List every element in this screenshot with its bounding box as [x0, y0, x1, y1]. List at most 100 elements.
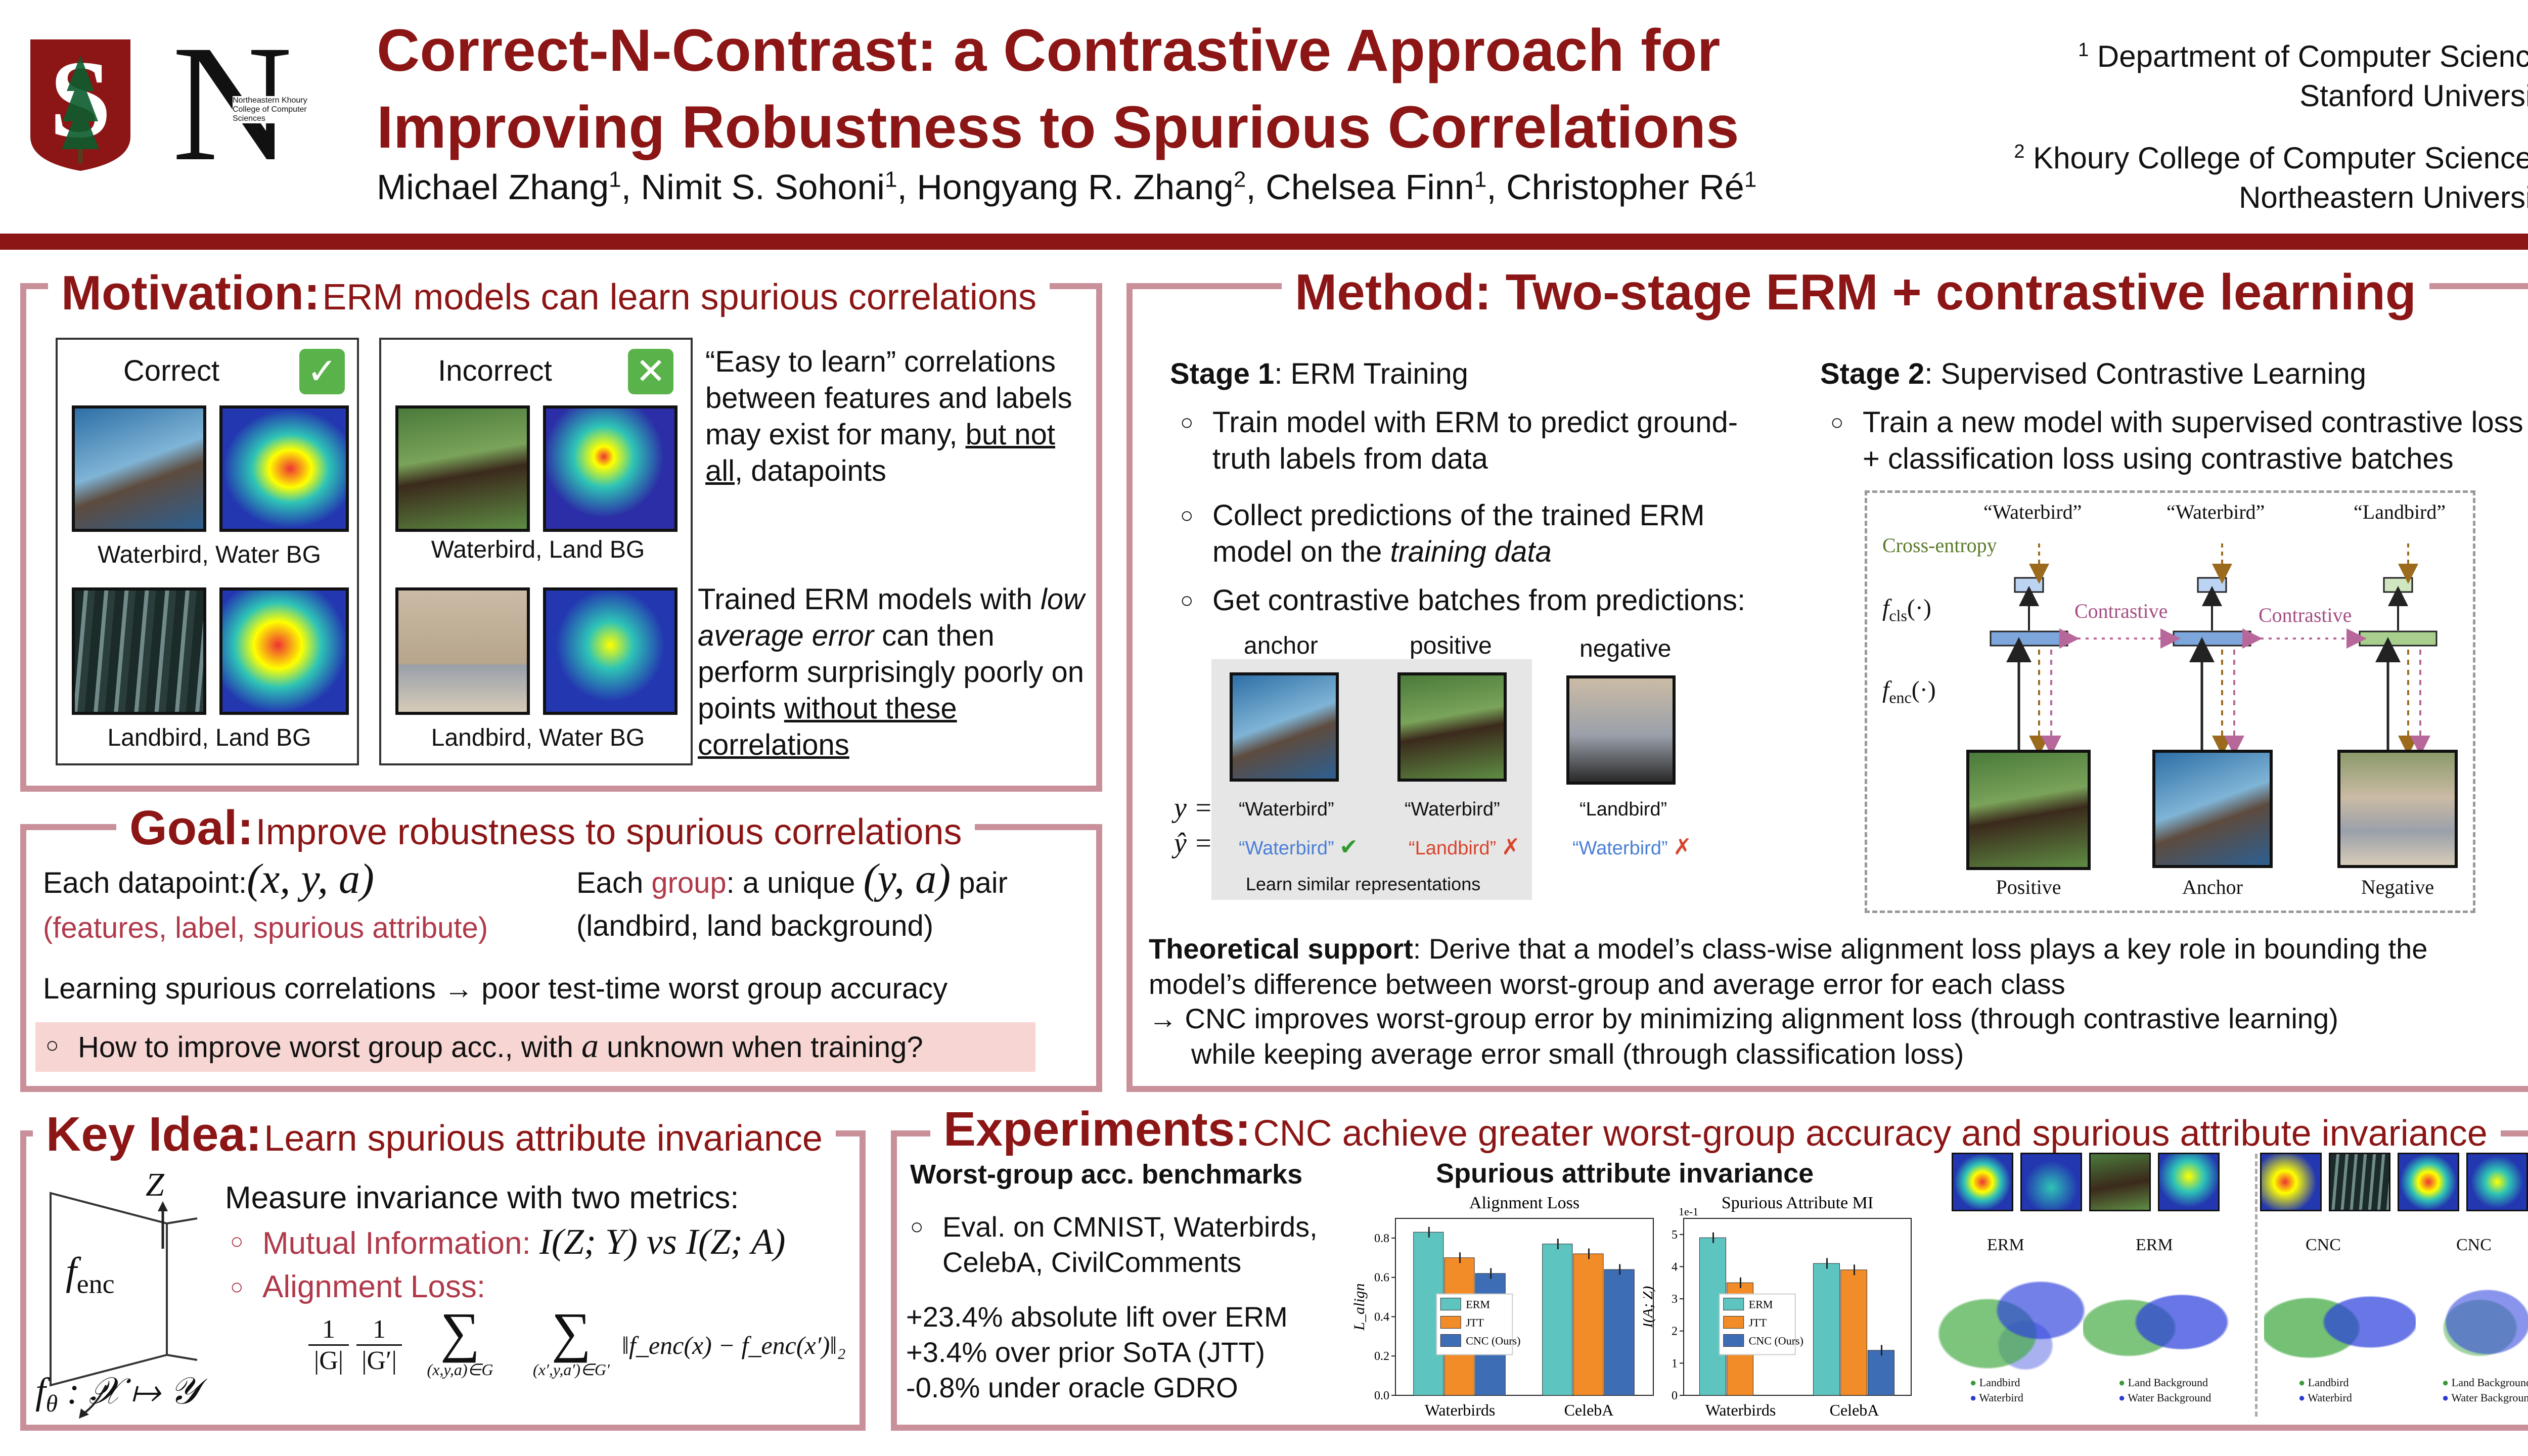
y-axis-label: Î(A; Z): [1643, 1286, 1656, 1328]
ftheta-label: fθ : 𝒳 ↦ 𝒴: [35, 1371, 199, 1417]
keyidea-title: Key Idea:: [46, 1107, 262, 1161]
photo-landbird-water: [395, 587, 530, 715]
northeastern-logo: N Northeastern Khoury College of Compute…: [172, 20, 344, 187]
author-name: Nimit S. Sohoni: [641, 167, 885, 207]
circle-bullet-icon: ○: [46, 1033, 59, 1058]
yhat-value-negative: “Waterbird” ✗: [1572, 835, 1692, 859]
result-lift-jtt: +3.4% over prior SoTA (JTT): [906, 1336, 1266, 1368]
y-tick-label: 0.2: [1374, 1350, 1389, 1363]
legend-label: CNC (Ours): [1749, 1335, 1803, 1347]
heatmap-landbird-water: [543, 587, 678, 715]
encoder-diagram: Z fenc: [30, 1163, 212, 1426]
author-name: Hongyang R. Zhang: [917, 167, 1234, 207]
bar-erm: [1542, 1244, 1573, 1396]
scl-diagram: “Waterbird” “Waterbird” “Landbird” Cross…: [1865, 490, 2475, 913]
caption-landbird-water: Landbird, Water BG: [431, 724, 645, 751]
cross-icon: ✗: [1673, 835, 1692, 859]
tsne-label-cnc-1: CNC: [2306, 1236, 2341, 1254]
fcls-label: fcls(·): [1882, 595, 1931, 625]
negative-label: negative: [1579, 635, 1672, 662]
bench-item: ○ Eval. on CMNIST, Waterbirds, CelebA, Ci…: [910, 1209, 1385, 1280]
stanford-logo: S: [26, 35, 134, 173]
legend-label: ERM: [1749, 1298, 1773, 1311]
yhat-value-anchor: “Waterbird” ✔: [1239, 835, 1359, 859]
y-tick-label: 5: [1672, 1228, 1678, 1242]
goal-question-highlight: [35, 1022, 1035, 1072]
tsne-label-cnc-2: CNC: [2456, 1236, 2492, 1254]
anchor-label: anchor: [1244, 632, 1318, 659]
y-tick-label: 0.4: [1374, 1310, 1389, 1324]
goal-example: (landbird, land background): [576, 909, 934, 942]
heatmap-thumb-6: [2329, 1153, 2390, 1211]
motivation-subtitle: ERM models can learn spurious correlatio…: [322, 277, 1036, 317]
goal-features-note: (features, label, spurious attribute): [43, 912, 488, 944]
author-affiliation-sup: 1: [884, 167, 897, 192]
stage1-heading: Stage 1: ERM Training: [1170, 357, 1468, 390]
formula-sum1: (x,y,a)∈G: [427, 1360, 493, 1379]
fenc-diag-label: fenc(·): [1882, 676, 1936, 707]
motivation-paragraph-1: “Easy to learn” correlations between fea…: [705, 345, 1072, 487]
y-tick-label: 0.8: [1374, 1232, 1389, 1245]
theory-arrow-line1: → CNC improves worst-group error by mini…: [1149, 1003, 2338, 1034]
keyidea-subtitle: Learn spurious attribute invariance: [264, 1118, 823, 1159]
chart-title: Spurious Attribute MI: [1722, 1194, 1873, 1212]
header-rule: [0, 234, 2528, 250]
negative-photo: [1566, 675, 1676, 785]
tsne-label-erm-1: ERM: [1987, 1236, 2024, 1254]
tsne-legend-3: ● Landbird ● Waterbird: [2298, 1376, 2352, 1404]
photo-landbird-land: [72, 587, 206, 715]
motivation-title: Motivation:: [61, 266, 320, 320]
y-tick-label: 0.0: [1374, 1389, 1389, 1402]
legend-swatch: [1723, 1298, 1744, 1310]
bar-cnc: [1868, 1350, 1894, 1396]
positive-label: positive: [1410, 632, 1492, 659]
contrastive-label-1: Contrastive: [2074, 600, 2168, 622]
y-value-positive: “Waterbird”: [1405, 799, 1500, 820]
bench-title: Worst-group acc. benchmarks: [910, 1159, 1303, 1190]
goal-datapoint: Each datapoint:(x, y, a): [43, 855, 374, 902]
theoretical-support: Theoretical support: Derive that a model…: [1149, 933, 2428, 1000]
alignment-loss-chart-svg: Alignment Loss 0.0 0.2 0.4 0.6 0.8 L_align Wate…: [1351, 1194, 1654, 1419]
tsne-plot-erm-background: [2083, 1264, 2235, 1380]
spurious-mi-chart-svg: Spurious Attribute MI 0 1 2 3 4 51e-1 Î(A; Z) Wa…: [1639, 1194, 1912, 1419]
goal-title: Goal:: [129, 801, 254, 855]
yhat-value-positive: “Landbird” ✗: [1409, 835, 1520, 859]
author-name: Michael Zhang: [377, 167, 609, 207]
legend-label: JTT: [1749, 1316, 1767, 1329]
affiliation-2: 2 Khoury College of Computer Sciences,: [2014, 141, 2528, 175]
result-lift-erm: +23.4% absolute lift over ERM: [906, 1301, 1288, 1333]
keyidea-panel: [20, 1130, 866, 1431]
author-name: Chelsea Finn: [1266, 167, 1474, 207]
alignment-loss-formula: 1 |G| 1 |G′| ∑ (x,y,a)∈G ∑ (x′,y,a′)∈G′ ‖f…: [308, 1304, 860, 1400]
diag-anchor-photo: [2152, 750, 2273, 868]
tsne-label-erm-2: ERM: [2136, 1236, 2173, 1254]
legend-swatch: [1723, 1334, 1744, 1347]
theory-arrow-line2: while keeping average error small (throu…: [1191, 1038, 1964, 1070]
positive-photo: [1397, 672, 1507, 782]
motivation-heading: Motivation: ERM models can learn spuriou…: [48, 269, 1050, 317]
keyidea-heading: Key Idea: Learn spurious attribute invar…: [33, 1110, 836, 1159]
goal-heading: Goal: Improve robustness to spurious cor…: [116, 804, 975, 852]
author-name: Christopher Ré: [1506, 167, 1744, 207]
title-line-1: Correct-N-Contrast: a Contrastive Approa…: [377, 17, 1721, 84]
experiments-subtitle: CNC achieve greater worst-group accuracy…: [1253, 1113, 2488, 1154]
heatmap-waterbird-land: [543, 405, 678, 532]
circle-bullet-icon: ○: [1830, 410, 1844, 435]
heatmap-landbird-land: [219, 587, 349, 715]
legend-swatch: [1723, 1316, 1744, 1329]
diag-img-label-positive: Positive: [1996, 876, 2061, 898]
y-axis-label: L_align: [1351, 1283, 1368, 1331]
legend-swatch: [1440, 1298, 1461, 1310]
title-line-2: Improving Robustness to Spurious Correla…: [377, 94, 1739, 161]
z-label: Z: [146, 1166, 164, 1203]
goal-group: Each group: a unique (y, a) pair: [576, 855, 1008, 902]
heatmap-thumb-7: [2398, 1153, 2459, 1211]
method-title: Method: Two-stage ERM + contrastive lear…: [1282, 267, 2429, 317]
y-tick-label: 3: [1672, 1293, 1678, 1306]
heatmap-thumb-2: [2020, 1153, 2082, 1211]
x-tick-label: Waterbirds: [1705, 1401, 1776, 1419]
legend-label: ERM: [1466, 1298, 1490, 1311]
y-value-negative: “Landbird”: [1579, 799, 1667, 820]
affiliation-1-line2: Stanford University: [2299, 79, 2528, 113]
diag-positive-photo: [1966, 750, 2091, 870]
